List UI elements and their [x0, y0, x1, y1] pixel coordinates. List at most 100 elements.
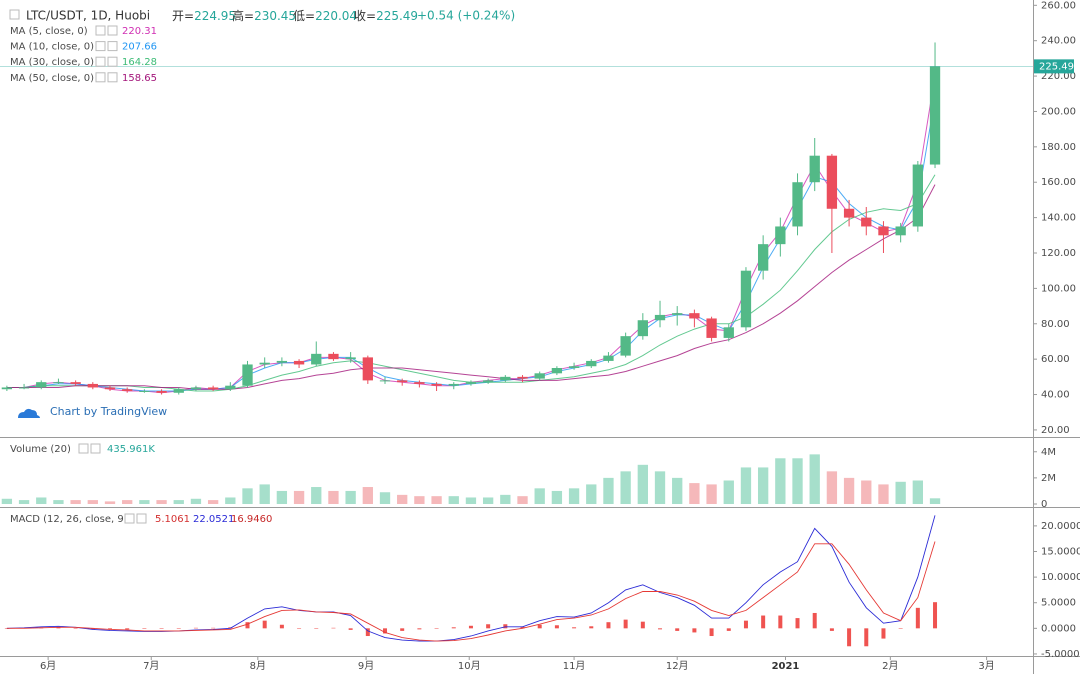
- watermark[interactable]: Chart by TradingView: [50, 405, 167, 418]
- candle-body: [843, 208, 855, 218]
- legend-label: MA (5, close, 0): [10, 26, 88, 37]
- ma-line: [6, 184, 936, 390]
- volume-bar: [207, 500, 219, 504]
- volume-legend-value: 435.961K: [107, 444, 155, 455]
- close-icon[interactable]: [107, 25, 118, 36]
- volume-bar: [500, 494, 511, 504]
- volume-bar: [482, 497, 494, 504]
- settings-icon[interactable]: [78, 443, 89, 454]
- macd-histogram-bar: [778, 615, 783, 629]
- macd-histogram-bar: [211, 627, 216, 629]
- label: 开=: [172, 9, 194, 23]
- macd-histogram-bar: [56, 627, 61, 629]
- close-icon[interactable]: [90, 443, 101, 454]
- macd-histogram-bar: [709, 628, 714, 637]
- macd-histogram-bar: [297, 628, 302, 629]
- macd-histogram-bar: [864, 628, 869, 647]
- volume-bar: [190, 498, 202, 504]
- volume-bar: [672, 477, 683, 504]
- x-tick-label: 2月: [882, 660, 898, 672]
- candle-body: [861, 217, 872, 227]
- volume-bar: [122, 500, 133, 504]
- candle-body: [190, 387, 202, 390]
- settings-icon[interactable]: [95, 72, 106, 83]
- macd-histogram-bar: [314, 628, 319, 629]
- macd-histogram-bar: [108, 628, 113, 630]
- volume-bar: [397, 494, 408, 504]
- candle-body: [53, 382, 64, 384]
- macd-line: [6, 515, 936, 642]
- candle-body: [1, 387, 13, 390]
- volume-bar: [70, 500, 81, 504]
- candle-body: [448, 383, 459, 386]
- candle-body: [500, 376, 511, 381]
- close-icon[interactable]: [107, 72, 118, 83]
- legend: MA (5, close, 0) 220.31 MA (10, close, 0) 2…: [10, 25, 157, 84]
- macd-histogram-bar: [743, 620, 748, 629]
- candle-body: [603, 355, 614, 361]
- volume-bar: [259, 484, 270, 504]
- y-tick-label: 200.00: [1041, 106, 1076, 117]
- x-tick-label: 7月: [143, 660, 159, 672]
- y-tick-label: 40.00: [1041, 390, 1070, 401]
- macd-legend-name: MACD (12, 26, close, 9): [10, 514, 128, 525]
- volume-bar: [534, 488, 545, 504]
- macd-histogram-bar: [589, 626, 594, 629]
- x-tick-label: 12月: [666, 660, 689, 672]
- candle-body: [328, 353, 339, 360]
- y-tick-label: 15.0000: [1041, 546, 1080, 557]
- candle-body: [122, 389, 133, 391]
- candle-body: [397, 380, 408, 383]
- symbol-title: LTC/USDT, 1D, Huobi: [26, 9, 150, 23]
- volume-legend-name: Volume (20): [10, 444, 71, 455]
- y-tick-label: 220.00: [1041, 71, 1076, 82]
- candle-body: [740, 270, 752, 328]
- volume-bar: [18, 500, 30, 504]
- volume-bar: [603, 477, 614, 504]
- collapse-icon[interactable]: [9, 9, 20, 20]
- candle-body: [809, 155, 820, 183]
- volume-bar: [757, 467, 769, 504]
- close-icon[interactable]: [107, 41, 118, 52]
- settings-icon[interactable]: [95, 56, 106, 67]
- value: 220.04: [315, 9, 357, 23]
- volume-bar: [173, 500, 184, 504]
- volume-bar: [242, 488, 253, 504]
- macd-value: 22.0521: [193, 514, 234, 525]
- candle-body: [723, 327, 734, 338]
- legend-label: MA (50, close, 0): [10, 73, 94, 84]
- label: 低=: [293, 9, 315, 23]
- volume-bar: [328, 490, 339, 504]
- macd-histogram-bar: [623, 619, 628, 629]
- volume-bar: [225, 497, 236, 504]
- settings-icon[interactable]: [124, 513, 135, 524]
- volume-bar: [139, 500, 150, 504]
- macd-histogram-bar: [451, 627, 456, 629]
- macd-histogram-bar: [829, 628, 834, 631]
- volume-bar: [53, 500, 64, 504]
- settings-icon[interactable]: [95, 41, 106, 52]
- candle-body: [534, 373, 545, 379]
- macd-histogram-bar: [658, 628, 663, 630]
- y-tick-label: 0: [1041, 499, 1047, 510]
- close-icon[interactable]: [136, 513, 147, 524]
- macd-histogram-bar: [915, 607, 920, 629]
- settings-icon[interactable]: [95, 25, 106, 36]
- candle-body: [637, 320, 648, 337]
- ohlc-close: 收=225.49: [354, 9, 418, 23]
- candle-body: [207, 387, 219, 390]
- volume-bar: [689, 483, 700, 504]
- candle-body: [792, 182, 803, 227]
- close-icon[interactable]: [107, 56, 118, 67]
- label: 收=: [354, 9, 376, 23]
- candle-body: [259, 362, 270, 365]
- legend-value: 220.31: [122, 26, 157, 37]
- volume-bar: [826, 471, 838, 504]
- value: 230.45: [254, 9, 296, 23]
- y-tick-label: 4M: [1041, 447, 1056, 458]
- macd-histogram-bar: [933, 602, 938, 629]
- x-tick-label: 3月: [978, 660, 994, 672]
